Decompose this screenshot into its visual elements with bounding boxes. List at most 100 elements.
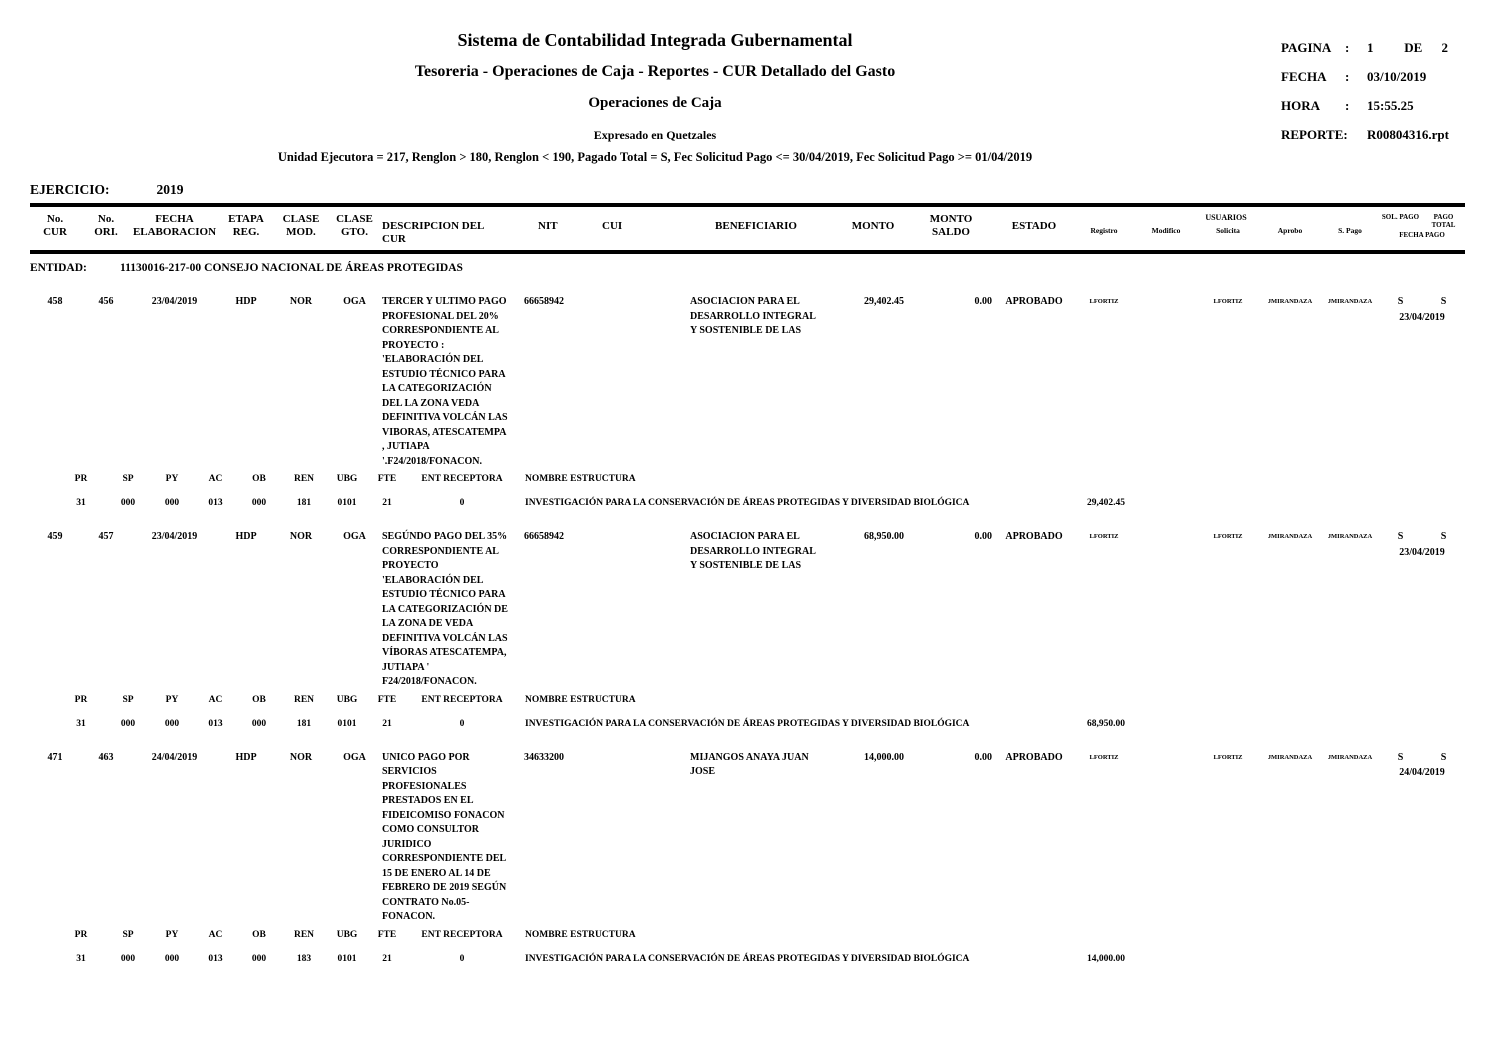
cell-descripcion: UNICO PAGO POR SERVICIOS PROFESIONALES P… — [382, 751, 507, 923]
usuarios-group-label: USUARIOS — [1205, 213, 1247, 222]
cur-row-block: 471 463 24/04/2019 HDP NOR OGA UNICO PAG… — [30, 751, 1465, 965]
cell-clase-mod: NOR — [289, 296, 313, 307]
subcol-pr: PR — [74, 929, 88, 940]
cell-beneficiario: ASOCIACION PARA EL DESARROLLO INTEGRAL Y… — [690, 296, 816, 336]
meta-reporte: REPORTE: R00804316.rpt — [1281, 127, 1449, 143]
cell-monto-saldo: 0.00 — [974, 296, 993, 307]
estructura-value-row: 31 000 000 013 000 183 0101 21 0 INVESTI… — [30, 954, 1465, 965]
subcell-pr: 31 — [76, 718, 86, 729]
cur-rows: 458 456 23/04/2019 HDP NOR OGA TERCER Y … — [30, 295, 1465, 965]
fecha-sep: : — [1345, 69, 1350, 84]
estructura-header-row: PR SP PY AC OB REN UBG FTE ENT RECEPTORA… — [30, 474, 1465, 485]
subcell-py: 000 — [164, 718, 180, 729]
subcell-nombre-estructura: INVESTIGACIÓN PARA LA CONSERVACIÓN DE ÁR… — [525, 498, 970, 508]
col-descripcion: DESCRIPCION DEL CUR — [382, 220, 484, 245]
subcol-sp: SP — [122, 474, 134, 484]
col-cui: CUI — [602, 220, 623, 232]
col-nit: NIT — [538, 220, 558, 232]
cell-usuario-solicita: LFORTIZ — [1213, 533, 1243, 540]
cell-usuario-registro: LFORTIZ — [1089, 298, 1119, 305]
cell-pago-group: S S 23/04/2019 — [1379, 295, 1465, 325]
cell-no-ori: 456 — [98, 296, 114, 307]
report-meta: PAGINA : 1 DE 2 FECHA : 03/10/2019 HORA … — [1281, 40, 1449, 156]
subcol-ubg: UBG — [336, 474, 358, 484]
col-fecha-elaboracion: FECHA ELABORACION — [132, 213, 217, 238]
subcell-ac: 013 — [208, 498, 223, 508]
report-titles: Sistema de Contabilidad Integrada Gubern… — [0, 30, 1310, 164]
subcol-ob: OB — [252, 929, 266, 940]
subcell-ac: 013 — [208, 718, 223, 729]
subcol-py: PY — [165, 929, 179, 940]
subcell-ren: 181 — [296, 498, 312, 508]
cur-main-row: 459 457 23/04/2019 HDP NOR OGA SEGÚNDO P… — [30, 530, 1465, 690]
cell-usuario-s-pago: JMIRANDAZA — [1327, 753, 1373, 761]
subcol-ren: REN — [293, 929, 315, 940]
cell-clase-mod: NOR — [289, 751, 313, 763]
subcol-ent-receptora: ENT RECEPTORA — [421, 474, 503, 484]
cell-nit: 34633200 — [524, 751, 564, 763]
cur-row-block: 459 457 23/04/2019 HDP NOR OGA SEGÚNDO P… — [30, 530, 1465, 730]
cell-estado: APROBADO — [1005, 751, 1063, 763]
cell-estado: APROBADO — [1005, 296, 1063, 307]
subcell-sp: 000 — [120, 718, 136, 729]
cell-clase-gto: OGA — [343, 531, 366, 542]
cell-usuario-solicita: LFORTIZ — [1213, 298, 1243, 305]
subcol-ubg: UBG — [336, 929, 358, 940]
currency-note: Expresado en Quetzales — [593, 128, 717, 142]
report-section-title: Operaciones de Caja — [588, 95, 722, 111]
subcell-ent-receptora: 0 — [459, 498, 465, 508]
col-modifico: Modifico — [1151, 226, 1181, 235]
cell-etapa-reg: HDP — [235, 751, 257, 763]
subcell-pr: 31 — [76, 953, 86, 964]
cur-main-row: 458 456 23/04/2019 HDP NOR OGA TERCER Y … — [30, 295, 1465, 469]
cell-fecha-elaboracion: 23/04/2019 — [151, 296, 198, 307]
table-header-row: No. CUR No. ORI. FECHA ELABORACION ETAPA… — [30, 207, 1465, 250]
estructura-header-row: PR SP PY AC OB REN UBG FTE ENT RECEPTORA… — [30, 695, 1465, 706]
col-sol-pago: SOL. PAGO — [1381, 213, 1420, 221]
ejercicio-label: EJERCICIO: — [30, 182, 110, 197]
subcol-ent-receptora: ENT RECEPTORA — [421, 694, 503, 705]
cell-usuario-solicita: LFORTIZ — [1213, 753, 1243, 761]
estructura-value-row: 31 000 000 013 000 181 0101 21 0 INVESTI… — [30, 719, 1465, 730]
pagina-sep: : — [1345, 40, 1350, 55]
subcol-fte: FTE — [377, 694, 397, 705]
col-solicita: Solicita — [1216, 226, 1240, 235]
subcol-py: PY — [165, 474, 179, 484]
subcol-ac: AC — [208, 929, 223, 940]
subcol-nombre-estructura: NOMBRE ESTRUCTURA — [525, 694, 636, 705]
cell-no-ori: 463 — [98, 751, 114, 763]
subcell-ob: 000 — [251, 498, 267, 508]
subcell-ren: 181 — [296, 718, 312, 729]
cell-pago-total: S — [1440, 751, 1447, 763]
subcol-pr: PR — [74, 694, 88, 705]
cell-usuario-registro: LFORTIZ — [1089, 753, 1119, 761]
subcol-sp: SP — [122, 694, 134, 705]
col-s-pago: S. Pago — [1338, 226, 1362, 235]
cell-clase-gto: OGA — [343, 296, 366, 307]
cell-usuario-aprobo: JMIRANDAZA — [1267, 753, 1313, 761]
col-beneficiario: BENEFICIARIO — [715, 220, 797, 232]
col-clase-gto: CLASE GTO. — [336, 213, 373, 238]
cell-pago-group: S S 23/04/2019 — [1379, 530, 1465, 560]
estructura-value-row: 31 000 000 013 000 181 0101 21 0 INVESTI… — [30, 498, 1465, 509]
cell-usuario-modifico — [1135, 295, 1197, 297]
subcell-ubg: 0101 — [337, 718, 357, 729]
col-aprobo: Aprobo — [1277, 226, 1303, 235]
de-label: DE — [1404, 40, 1423, 55]
cell-nit: 66658942 — [524, 531, 564, 542]
divider-header — [30, 250, 1465, 254]
filter-criteria: Unidad Ejecutora = 217, Renglon > 180, R… — [277, 150, 1033, 164]
col-no-cur: No. CUR — [43, 213, 67, 238]
subcell-py: 000 — [164, 953, 180, 964]
pagina-value: 1 — [1367, 40, 1374, 55]
pagina-label: PAGINA — [1281, 40, 1332, 55]
entidad-code: 11130016-217-00 — [120, 262, 202, 274]
cell-usuario-modifico — [1135, 530, 1197, 532]
cell-etapa-reg: HDP — [235, 531, 257, 542]
cell-usuario-s-pago: JMIRANDAZA — [1327, 533, 1373, 540]
cell-estado: APROBADO — [1005, 531, 1063, 542]
subcell-sp: 000 — [120, 953, 136, 964]
meta-fecha: FECHA : 03/10/2019 — [1281, 69, 1449, 85]
cell-beneficiario: ASOCIACION PARA EL DESARROLLO INTEGRAL Y… — [690, 531, 816, 571]
fecha-value: 03/10/2019 — [1367, 69, 1427, 84]
